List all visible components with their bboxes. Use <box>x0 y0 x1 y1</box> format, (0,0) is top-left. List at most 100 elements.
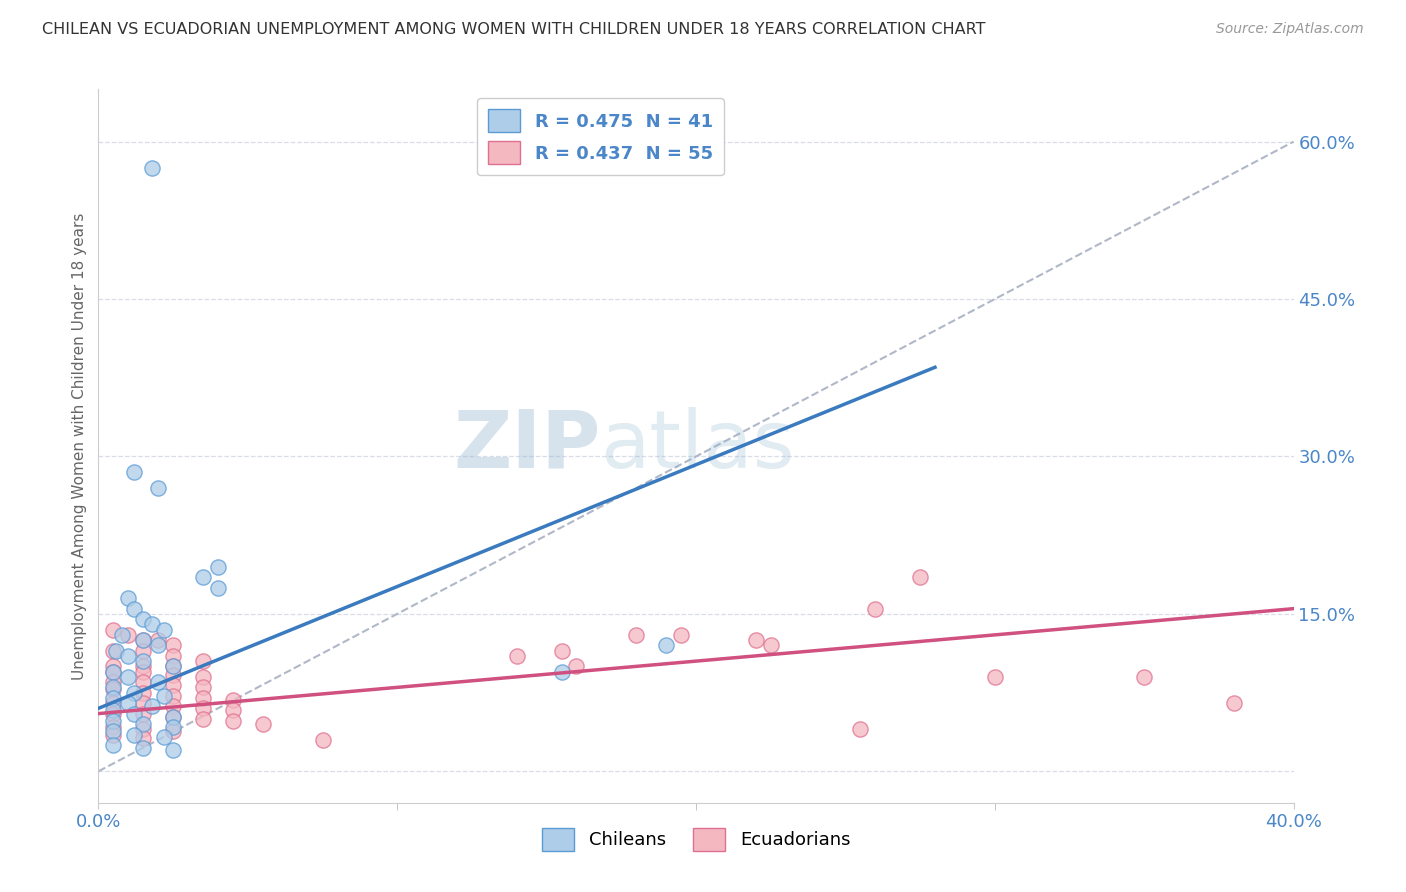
Point <box>103 706 125 721</box>
Point <box>132 633 155 648</box>
Point <box>132 659 155 673</box>
Point <box>105 643 128 657</box>
Point <box>252 717 274 731</box>
Point <box>117 628 139 642</box>
Point <box>124 728 146 742</box>
Point <box>103 714 125 728</box>
Text: Source: ZipAtlas.com: Source: ZipAtlas.com <box>1216 22 1364 37</box>
Point <box>162 648 184 663</box>
Point <box>191 712 214 726</box>
Point <box>162 743 184 757</box>
Point <box>103 675 125 690</box>
Point <box>153 623 176 637</box>
Point <box>132 633 155 648</box>
Point <box>759 639 782 653</box>
Point <box>132 723 155 737</box>
Y-axis label: Unemployment Among Women with Children Under 18 years: Unemployment Among Women with Children U… <box>72 212 87 680</box>
Point <box>141 617 163 632</box>
Point <box>132 717 155 731</box>
Point <box>162 659 184 673</box>
Point <box>132 654 155 668</box>
Point <box>191 690 214 705</box>
Point <box>162 689 184 703</box>
Point <box>103 703 125 717</box>
Point <box>141 161 163 175</box>
Text: ZIP: ZIP <box>453 407 600 485</box>
Point <box>132 612 155 626</box>
Point <box>745 633 768 648</box>
Point <box>162 639 184 653</box>
Point <box>191 654 214 668</box>
Point <box>506 648 529 663</box>
Point <box>626 628 648 642</box>
Point <box>849 723 872 737</box>
Point <box>162 720 184 734</box>
Point <box>162 699 184 714</box>
Point <box>162 659 184 673</box>
Point <box>222 703 245 717</box>
Point <box>103 643 125 657</box>
Point <box>103 681 125 695</box>
Text: atlas: atlas <box>600 407 794 485</box>
Point <box>565 659 588 673</box>
Point <box>222 693 245 707</box>
Point <box>117 591 139 606</box>
Point <box>222 714 245 728</box>
Point <box>132 696 155 710</box>
Point <box>908 570 931 584</box>
Point <box>207 559 229 574</box>
Point <box>124 706 146 721</box>
Point <box>550 665 572 679</box>
Point <box>111 628 134 642</box>
Point <box>669 628 692 642</box>
Point <box>655 639 678 653</box>
Point <box>191 570 214 584</box>
Point <box>311 732 333 747</box>
Point <box>132 706 155 721</box>
Point <box>132 643 155 657</box>
Point <box>141 699 163 714</box>
Point <box>153 689 176 703</box>
Text: CHILEAN VS ECUADORIAN UNEMPLOYMENT AMONG WOMEN WITH CHILDREN UNDER 18 YEARS CORR: CHILEAN VS ECUADORIAN UNEMPLOYMENT AMONG… <box>42 22 986 37</box>
Point <box>103 696 125 710</box>
Point <box>191 701 214 715</box>
Point <box>191 681 214 695</box>
Point <box>148 675 170 690</box>
Point <box>117 648 139 663</box>
Point <box>162 710 184 724</box>
Point <box>984 670 1007 684</box>
Point <box>132 685 155 699</box>
Point <box>124 601 146 615</box>
Point <box>153 730 176 744</box>
Point <box>162 667 184 681</box>
Point <box>162 724 184 739</box>
Point <box>148 633 170 648</box>
Point <box>1133 670 1156 684</box>
Point <box>124 685 146 699</box>
Point <box>148 639 170 653</box>
Point <box>1223 696 1246 710</box>
Point <box>103 659 125 673</box>
Legend: Chileans, Ecuadorians: Chileans, Ecuadorians <box>534 821 858 858</box>
Point <box>124 465 146 479</box>
Point <box>117 696 139 710</box>
Point <box>865 601 887 615</box>
Point <box>103 720 125 734</box>
Point <box>132 741 155 756</box>
Point <box>550 643 572 657</box>
Point <box>117 670 139 684</box>
Point <box>103 690 125 705</box>
Point <box>162 678 184 692</box>
Point <box>103 665 125 679</box>
Point <box>162 710 184 724</box>
Point <box>103 724 125 739</box>
Point <box>103 665 125 679</box>
Point <box>103 738 125 752</box>
Point <box>191 670 214 684</box>
Point <box>132 731 155 745</box>
Point <box>132 675 155 690</box>
Point <box>103 682 125 697</box>
Point <box>148 481 170 495</box>
Point <box>207 581 229 595</box>
Point <box>132 665 155 679</box>
